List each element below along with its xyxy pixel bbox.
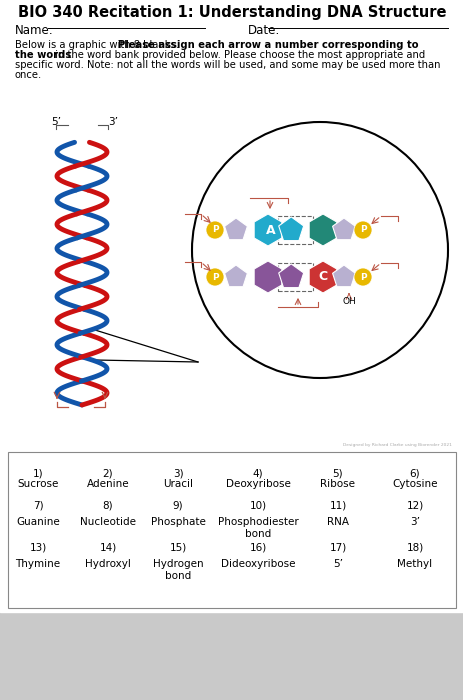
Text: 13): 13) [29, 542, 46, 552]
Text: 12): 12) [406, 500, 423, 510]
Polygon shape [308, 214, 336, 246]
Polygon shape [254, 261, 281, 293]
Circle shape [206, 268, 224, 286]
Text: Adenine: Adenine [87, 479, 129, 489]
Text: once.: once. [15, 70, 42, 80]
Text: 5’: 5’ [51, 117, 61, 127]
Text: Ribose: Ribose [320, 479, 355, 489]
Text: P: P [359, 272, 365, 281]
Polygon shape [224, 218, 247, 239]
Text: Dideoxyribose: Dideoxyribose [220, 559, 294, 569]
Circle shape [206, 221, 224, 239]
Text: the words: the words [15, 50, 71, 60]
Text: Cytosine: Cytosine [391, 479, 437, 489]
Circle shape [353, 221, 371, 239]
Polygon shape [278, 217, 303, 241]
Text: Name:: Name: [15, 24, 54, 37]
Text: P: P [359, 225, 365, 234]
Text: 10): 10) [249, 500, 266, 510]
Text: in the word bank provided below. Please choose the most appropriate and: in the word bank provided below. Please … [52, 50, 424, 60]
Text: 5): 5) [332, 468, 343, 478]
Text: 6): 6) [409, 468, 419, 478]
Text: BIO 340 Recitation 1: Understanding DNA Structure: BIO 340 Recitation 1: Understanding DNA … [18, 5, 445, 20]
Text: Hydroxyl: Hydroxyl [85, 559, 131, 569]
Circle shape [353, 268, 371, 286]
Text: Sucrose: Sucrose [17, 479, 58, 489]
Text: 15): 15) [169, 542, 186, 552]
Text: 17): 17) [329, 542, 346, 552]
Text: Below is a graphic with 8 blanks.: Below is a graphic with 8 blanks. [15, 40, 182, 50]
Text: 1): 1) [32, 468, 43, 478]
Text: 2): 2) [102, 468, 113, 478]
Text: Thymine: Thymine [15, 559, 61, 569]
Text: P: P [211, 272, 218, 281]
Text: 3’: 3’ [108, 117, 118, 127]
Bar [0, 612, 463, 700]
Polygon shape [278, 264, 303, 288]
Text: Please assign each arrow a number corresponding to: Please assign each arrow a number corres… [118, 40, 418, 50]
Circle shape [192, 122, 447, 378]
Text: RNA: RNA [326, 517, 348, 527]
Text: Guanine: Guanine [16, 517, 60, 527]
Text: Methyl: Methyl [397, 559, 432, 569]
Text: Uracil: Uracil [163, 479, 193, 489]
Text: A: A [266, 223, 275, 237]
Text: C: C [318, 270, 327, 284]
Bar [0, 0, 463, 612]
Text: 5’: 5’ [332, 559, 342, 569]
Text: Date:: Date: [247, 24, 280, 37]
Text: Nucleotide: Nucleotide [80, 517, 136, 527]
Text: 3’: 3’ [409, 517, 419, 527]
Polygon shape [308, 261, 336, 293]
Text: Hydrogen
bond: Hydrogen bond [152, 559, 203, 580]
Text: Phosphodiester
bond: Phosphodiester bond [217, 517, 298, 538]
Text: 14): 14) [99, 542, 116, 552]
Polygon shape [332, 218, 355, 239]
Text: 16): 16) [249, 542, 266, 552]
Text: specific word. Note: not all the words will be used, and some may be used more t: specific word. Note: not all the words w… [15, 60, 439, 70]
Text: Phosphate: Phosphate [150, 517, 205, 527]
Text: Designed by Richard Clarke using Biorender 2021: Designed by Richard Clarke using Biorend… [342, 443, 451, 447]
Text: OH: OH [341, 297, 355, 306]
Polygon shape [224, 265, 247, 287]
Text: P: P [211, 225, 218, 234]
Bar [8, 452, 455, 608]
Text: 18): 18) [406, 542, 423, 552]
Text: 8): 8) [102, 500, 113, 510]
Text: Deoxyribose: Deoxyribose [225, 479, 290, 489]
Text: 9): 9) [172, 500, 183, 510]
Text: 11): 11) [329, 500, 346, 510]
Polygon shape [254, 214, 281, 246]
Polygon shape [332, 265, 355, 287]
Text: 4): 4) [252, 468, 263, 478]
Text: 7): 7) [32, 500, 43, 510]
Text: 3): 3) [172, 468, 183, 478]
